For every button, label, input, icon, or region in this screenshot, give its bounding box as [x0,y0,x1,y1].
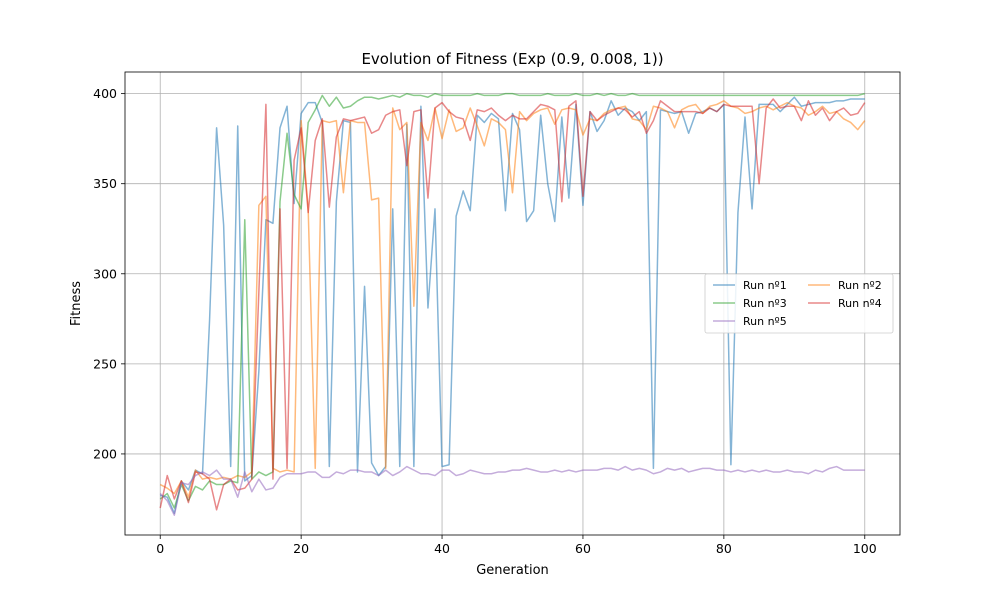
x-tick-label: 0 [156,541,164,556]
axis-ticks: 0 20 40 60 80 100 200 250 300 350 400 [93,86,877,556]
y-tick-label: 200 [93,446,117,461]
legend-label-run-5: Run nº5 [743,315,787,328]
y-tick-label: 300 [93,266,117,281]
y-tick-label: 350 [93,176,117,191]
series-line-run-1 [160,96,865,515]
x-tick-label: 40 [434,541,450,556]
plot-frame [124,71,901,536]
y-tick-label: 400 [93,86,117,101]
x-tick-label: 60 [575,541,591,556]
x-tick-label: 80 [716,541,732,556]
legend-box [704,273,894,334]
legend-label-run-3: Run nº3 [743,297,787,310]
x-tick-label: 100 [853,541,877,556]
x-axis-label: Generation [476,563,549,578]
plot-series [159,92,866,516]
series-line-run-2 [159,100,866,498]
legend-label-run-4: Run nº4 [838,297,882,310]
y-tick-label: 250 [93,356,117,371]
series-line-run-5 [159,465,865,516]
y-axis-label: Fitness [69,281,84,326]
x-tick-label: 20 [293,541,309,556]
legend: Run nº1 Run nº3 Run nº5 Run nº2 Run nº4 [704,273,894,334]
series-line-run-4 [159,98,866,511]
chart-title: Evolution of Fitness (Exp (0.9, 0.008, 1… [361,50,663,68]
legend-label-run-1: Run nº1 [743,279,787,292]
legend-label-run-2: Run nº2 [838,279,882,292]
